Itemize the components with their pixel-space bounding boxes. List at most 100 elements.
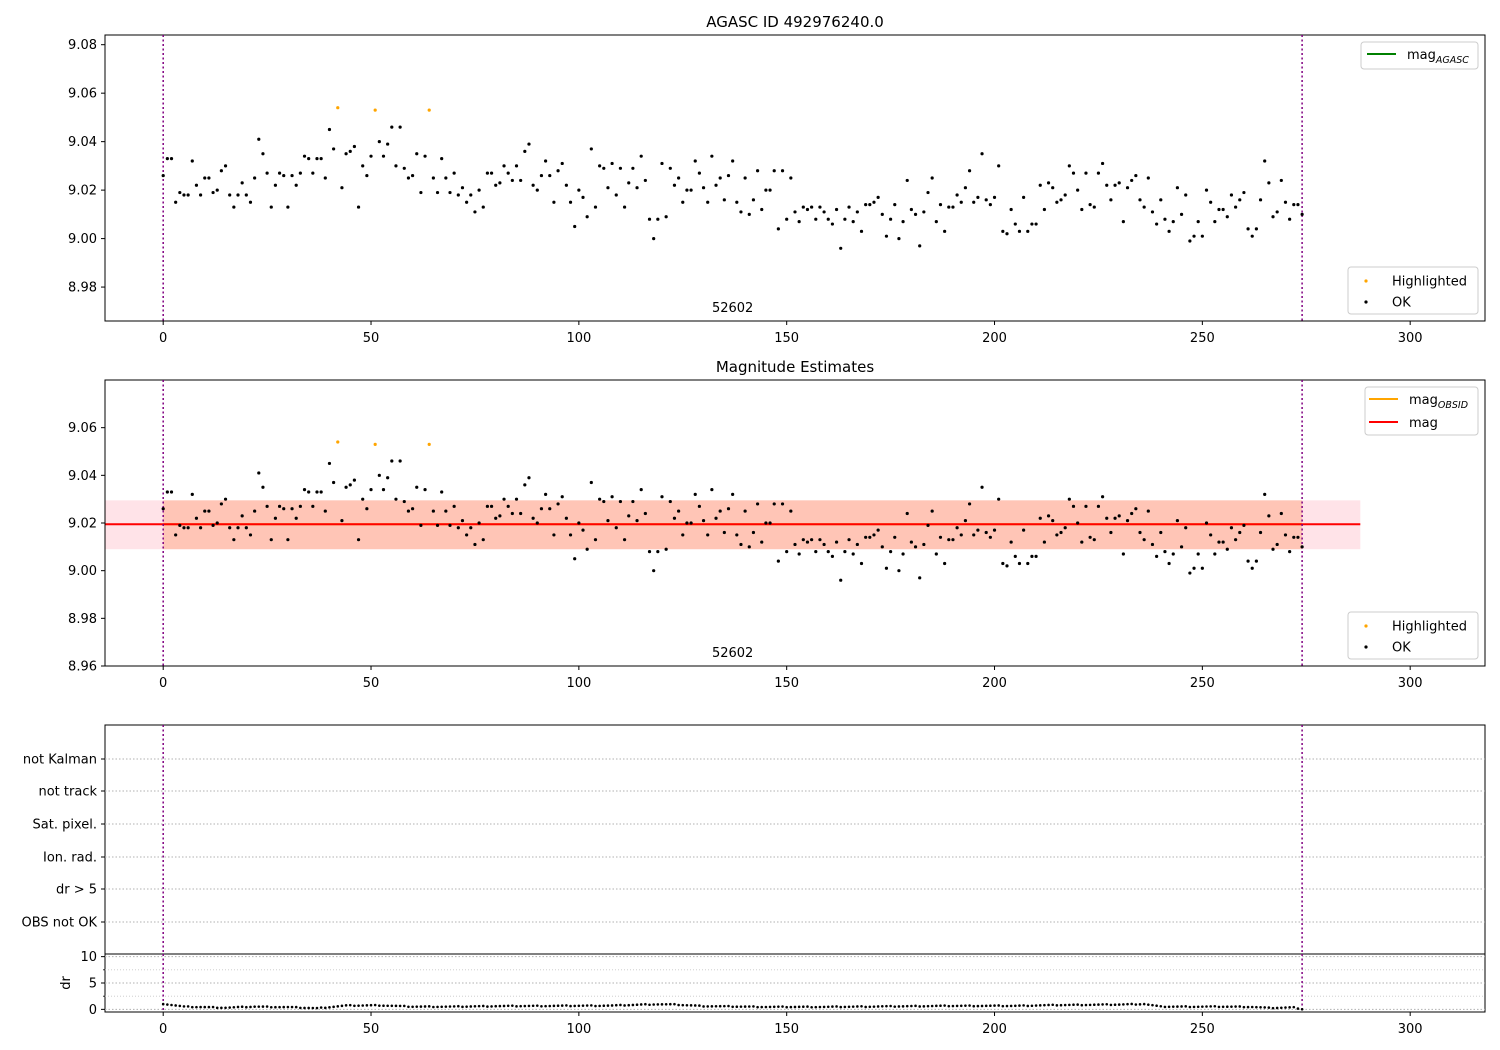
mid-ok-point — [1001, 561, 1005, 566]
dr-point — [860, 1005, 863, 1008]
mid-ok-point — [410, 507, 415, 511]
top-ok-point — [219, 169, 223, 173]
mid-x-tick-label: 300 — [1398, 676, 1423, 691]
top-ok-point — [402, 166, 406, 170]
dr-point — [1250, 1005, 1254, 1009]
top-ok-point — [1159, 198, 1163, 202]
dr-x-tick-label: 50 — [363, 1022, 380, 1037]
mid-ok-point — [955, 526, 959, 530]
dr-point — [1051, 1003, 1055, 1007]
mid-ok-point — [839, 578, 843, 582]
dr-point — [552, 1004, 556, 1008]
top-ok-point — [277, 171, 282, 175]
mid-ok-point — [1296, 535, 1300, 539]
top-ok-point — [1296, 203, 1300, 207]
dr-point — [569, 1004, 572, 1008]
top-ok-point — [656, 217, 660, 221]
mid-ok-point — [739, 542, 743, 547]
mid-ok-point — [668, 499, 672, 504]
dr-point — [1192, 1005, 1196, 1009]
mid-ok-point — [743, 509, 747, 513]
mid-ok-point — [190, 492, 194, 496]
dr-point — [423, 1005, 427, 1008]
dr-point — [224, 1006, 227, 1010]
mid-ok-point — [814, 550, 818, 554]
top-ok-point — [1142, 205, 1146, 209]
top-ok-point — [502, 164, 506, 168]
top-ok-point — [918, 244, 922, 248]
agasc-magnitude-panel: AGASC ID 492976240.0 0 50 100 150 200 250 300 8.… — [68, 13, 1486, 346]
mid-ok-point — [481, 538, 485, 542]
top-ok-point — [311, 171, 315, 175]
mid-ok-point — [992, 528, 997, 532]
top-ok-point — [610, 161, 614, 166]
dr-point — [378, 1004, 381, 1007]
top-ok-point — [315, 157, 319, 161]
top-ok-point — [872, 200, 876, 204]
top-ok-point — [1150, 210, 1155, 214]
top-ok-point — [963, 186, 968, 190]
mid-ok-point — [930, 509, 934, 513]
mid-ok-point — [1200, 566, 1204, 570]
mid-ok-point — [1196, 552, 1200, 556]
mid-ok-point — [884, 566, 889, 570]
dr-point — [1072, 1003, 1075, 1007]
dr-point — [610, 1004, 614, 1007]
dr-point — [1280, 1006, 1283, 1010]
dr-point — [1300, 1007, 1304, 1011]
mid-ok-point — [726, 507, 731, 511]
mid-ok-point — [1184, 526, 1188, 530]
top-legend-highlighted-marker — [1364, 279, 1368, 283]
mid-ok-point — [834, 540, 839, 544]
mid-legend-highlighted-label: Highlighted — [1392, 620, 1467, 635]
top-ok-point — [365, 173, 369, 178]
dr-point — [905, 1004, 909, 1008]
top-ok-point — [677, 176, 681, 180]
dr-point — [627, 1003, 631, 1007]
mid-x-tick-label: 250 — [1190, 676, 1215, 691]
top-ok-point — [1042, 207, 1046, 212]
mid-ok-point — [298, 504, 302, 508]
dr-point — [652, 1003, 655, 1006]
top-ok-point — [406, 176, 411, 180]
mid-ok-point — [269, 538, 273, 542]
mid-ok-point — [498, 514, 502, 518]
top-ok-point — [1246, 227, 1250, 231]
mid-ok-point — [598, 497, 602, 501]
top-ok-point — [1146, 176, 1150, 180]
dr-point — [1026, 1004, 1030, 1008]
dr-point — [544, 1004, 547, 1008]
mid-ok-point — [523, 483, 527, 487]
dr-point — [1138, 1003, 1142, 1006]
top-ok-point — [444, 176, 448, 180]
mid-ok-point — [967, 502, 972, 506]
dr-point — [1267, 1006, 1271, 1009]
top-ok-point — [718, 176, 722, 180]
top-ok-point — [207, 176, 211, 180]
dr-point — [1284, 1006, 1287, 1009]
top-ok-point — [282, 173, 286, 178]
dr-point — [968, 1004, 971, 1007]
mid-ok-point — [1246, 559, 1250, 563]
mid-y-tick-label: 8.98 — [68, 612, 97, 627]
dr-point — [880, 1005, 884, 1008]
dr-point — [1167, 1005, 1171, 1009]
mid-ok-point — [1030, 554, 1034, 558]
mid-ok-point — [381, 488, 386, 492]
mid-ok-point — [776, 559, 780, 563]
top-ok-point — [510, 178, 514, 183]
dr-point — [606, 1004, 610, 1007]
mid-ok-point — [843, 550, 847, 554]
top-ok-point — [710, 154, 714, 158]
top-ok-point — [485, 171, 490, 175]
dr-point — [473, 1005, 477, 1008]
top-ok-point — [984, 198, 988, 202]
top-ok-point — [465, 200, 469, 204]
top-ok-point — [847, 205, 851, 209]
mid-ok-point — [963, 519, 968, 523]
dr-point — [935, 1004, 938, 1008]
top-ok-point — [772, 169, 776, 173]
top-ok-point — [394, 164, 398, 168]
mid-ok-point — [1026, 561, 1030, 566]
mid-ok-point — [876, 528, 880, 532]
